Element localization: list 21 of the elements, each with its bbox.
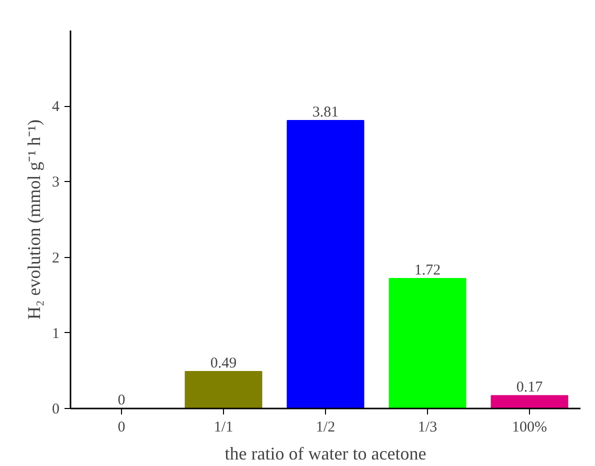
data-label: 3.81 [312,104,339,120]
y-tick-label: 1 [52,326,60,342]
x-tick-label: 1/2 [316,420,336,436]
y-tick-label: 3 [52,174,60,191]
bar [490,395,568,408]
y-tick-label: 0 [52,402,60,418]
data-label: 0.17 [516,380,544,396]
data-label: 1.72 [414,262,441,278]
x-tick-label: 1/1 [214,420,234,436]
y-tick-label: 2 [52,250,60,266]
y-tick-label: 4 [52,99,60,116]
x-tick-label: 1/3 [418,420,438,436]
data-label: 0.49 [210,355,237,372]
x-axis-title: the ratio of water to acetone [224,444,426,464]
x-tick-label: 100% [512,420,547,436]
data-label: 0 [118,392,126,408]
y-axis-title: H₂ evolution (mmol g⁻¹ h⁻¹) [24,119,44,320]
bar [184,370,262,408]
bar [388,278,466,408]
bar [286,120,364,408]
x-tick-label: 0 [118,420,126,436]
